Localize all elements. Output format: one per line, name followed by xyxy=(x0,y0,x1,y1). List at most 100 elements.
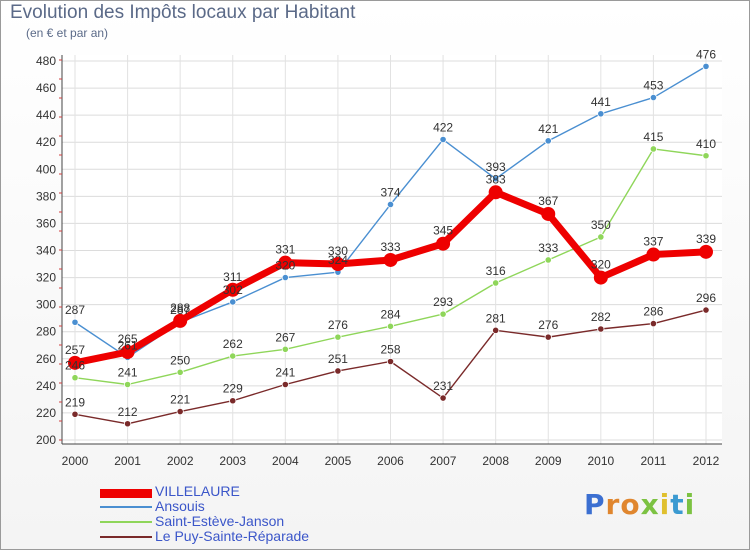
chart-title: Evolution des Impôts locaux par Habitant xyxy=(10,2,356,23)
data-point xyxy=(649,145,658,153)
data-label: 476 xyxy=(696,47,716,61)
data-point xyxy=(176,407,184,416)
legend-swatch xyxy=(100,521,152,523)
x-tick-label: 2009 xyxy=(535,454,562,468)
data-point xyxy=(544,333,552,341)
legend-label: VILLELAURE xyxy=(155,483,240,499)
data-point xyxy=(334,367,342,375)
data-point xyxy=(492,279,500,287)
data-point xyxy=(386,200,395,209)
data-point xyxy=(225,282,240,297)
data-point xyxy=(439,310,447,318)
data-point xyxy=(229,352,237,360)
data-point xyxy=(120,345,135,360)
y-tick-label: 480 xyxy=(36,54,56,68)
data-point xyxy=(597,233,605,241)
legend-label: Le Puy-Sainte-Réparade xyxy=(155,528,310,544)
x-tick-label: 2010 xyxy=(587,454,614,468)
data-point xyxy=(702,152,710,160)
y-tick-label: 200 xyxy=(36,433,56,447)
legend-label: Saint-Estève-Janson xyxy=(155,513,285,529)
data-point xyxy=(281,380,289,389)
data-label: 324 xyxy=(328,253,348,267)
data-point xyxy=(278,255,293,270)
y-tick-label: 320 xyxy=(36,271,56,285)
x-tick-label: 2004 xyxy=(272,454,299,468)
data-point xyxy=(386,322,395,330)
data-point xyxy=(488,185,503,200)
data-point xyxy=(123,380,132,389)
data-label: 453 xyxy=(643,79,663,93)
data-point xyxy=(281,345,289,353)
x-tick-label: 2006 xyxy=(377,454,404,468)
data-label: 350 xyxy=(591,218,611,232)
data-label: 421 xyxy=(538,122,558,136)
x-tick-label: 2002 xyxy=(167,454,194,468)
y-tick-label: 360 xyxy=(36,216,56,230)
data-label: 415 xyxy=(643,130,663,144)
y-tick-label: 460 xyxy=(36,81,56,95)
data-label: 231 xyxy=(433,379,453,393)
data-label: 410 xyxy=(696,137,716,151)
x-tick-label: 2001 xyxy=(114,454,141,468)
data-label: 251 xyxy=(328,352,348,366)
plot-area xyxy=(62,55,722,444)
data-point xyxy=(492,175,500,183)
data-label: 333 xyxy=(380,240,400,254)
y-tick-label: 220 xyxy=(36,406,56,420)
data-label: 281 xyxy=(486,311,506,325)
chart-subtitle: (en € et par an) xyxy=(26,26,109,40)
data-label: 330 xyxy=(328,244,348,258)
data-label: 262 xyxy=(223,337,243,351)
data-point xyxy=(71,374,79,382)
data-label: 441 xyxy=(591,95,611,109)
data-point xyxy=(71,318,79,326)
logo-letter: P xyxy=(584,488,606,521)
x-tick-label: 2008 xyxy=(482,454,509,468)
logo-letter: i xyxy=(684,488,696,521)
data-label: 288 xyxy=(170,301,190,315)
data-label: 257 xyxy=(65,343,85,357)
data-point xyxy=(439,135,447,144)
data-label: 287 xyxy=(65,303,85,317)
y-tick-label: 420 xyxy=(36,135,56,149)
data-point xyxy=(492,326,500,334)
data-label: 339 xyxy=(696,232,716,246)
x-tick-label: 2000 xyxy=(62,454,89,468)
data-label: 261 xyxy=(118,338,138,352)
y-tick-label: 380 xyxy=(36,189,56,203)
data-label: 337 xyxy=(643,235,663,249)
data-label: 229 xyxy=(223,382,243,396)
legend-swatch xyxy=(100,506,152,508)
y-tick-label: 400 xyxy=(36,162,56,176)
data-point xyxy=(702,62,710,71)
x-tick-label: 2003 xyxy=(219,454,246,468)
data-label: 320 xyxy=(275,259,295,273)
data-point xyxy=(68,355,82,370)
data-label: 331 xyxy=(275,243,295,257)
data-label: 293 xyxy=(433,295,453,309)
data-label: 393 xyxy=(486,160,506,174)
legend-label: Ansouis xyxy=(155,498,205,514)
x-tick-label: 2011 xyxy=(641,454,667,468)
data-label: 258 xyxy=(380,342,400,356)
data-label: 302 xyxy=(223,283,243,297)
data-label: 320 xyxy=(591,258,611,272)
data-point xyxy=(541,206,556,221)
data-label: 316 xyxy=(486,264,506,278)
data-point xyxy=(649,93,658,102)
logo-letter: r xyxy=(605,488,621,521)
data-point xyxy=(229,298,237,306)
data-label: 267 xyxy=(275,330,295,344)
x-tick-label: 2012 xyxy=(693,454,720,468)
y-tick-label: 440 xyxy=(36,108,56,122)
data-point xyxy=(334,333,342,341)
y-tick-label: 260 xyxy=(36,352,56,366)
data-label: 383 xyxy=(486,172,506,186)
data-label: 286 xyxy=(643,305,663,319)
data-label: 333 xyxy=(538,241,558,255)
data-label: 250 xyxy=(170,353,190,367)
logo-letter: i xyxy=(659,488,671,521)
data-label: 276 xyxy=(538,318,558,332)
data-label: 221 xyxy=(170,393,190,407)
